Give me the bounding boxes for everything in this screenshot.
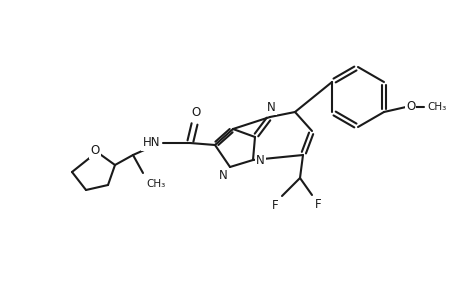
Text: O: O [191,106,200,119]
Text: HN: HN [142,136,160,149]
Text: F: F [272,199,279,212]
Text: N: N [266,101,275,114]
Text: CH₃: CH₃ [426,102,445,112]
Text: O: O [90,145,100,158]
Text: N: N [256,154,264,167]
Text: F: F [314,198,321,211]
Text: N: N [219,169,228,182]
Text: CH₃: CH₃ [146,179,165,189]
Text: O: O [405,100,414,113]
